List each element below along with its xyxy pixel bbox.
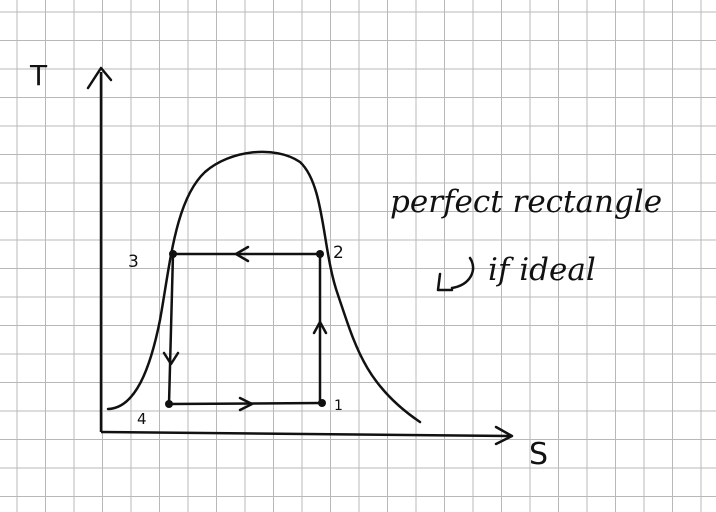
- state-point-2-label: 2: [333, 243, 344, 263]
- arrow-left-icon: [234, 245, 250, 263]
- process-line-4-1: [168, 401, 323, 406]
- state-point-2-dot: [316, 250, 324, 258]
- state-point-3-dot: [169, 250, 177, 258]
- curved-arrow-icon: [436, 256, 475, 292]
- x-axis-label: S: [529, 437, 548, 472]
- arrow-right-icon: [238, 396, 254, 412]
- y-axis-arrowhead: [86, 66, 113, 90]
- state-point-3-label: 3: [128, 252, 139, 272]
- arrow-down-icon: [162, 351, 180, 366]
- annotation-line-2: if ideal: [488, 252, 596, 288]
- state-point-1-dot: [318, 399, 326, 407]
- state-point-4-label: 4: [137, 410, 147, 428]
- state-point-1-label: 1: [334, 398, 343, 414]
- annotation-line-1: perfect rectangle: [390, 184, 662, 220]
- y-axis-label: T: [29, 59, 48, 92]
- saturation-dome-curve: [106, 150, 422, 424]
- x-axis-arrowhead: [494, 425, 514, 446]
- arrow-up-icon: [312, 320, 328, 335]
- x-axis: [100, 430, 511, 438]
- process-line-3-4: [167, 253, 175, 405]
- state-point-4-dot: [165, 400, 173, 408]
